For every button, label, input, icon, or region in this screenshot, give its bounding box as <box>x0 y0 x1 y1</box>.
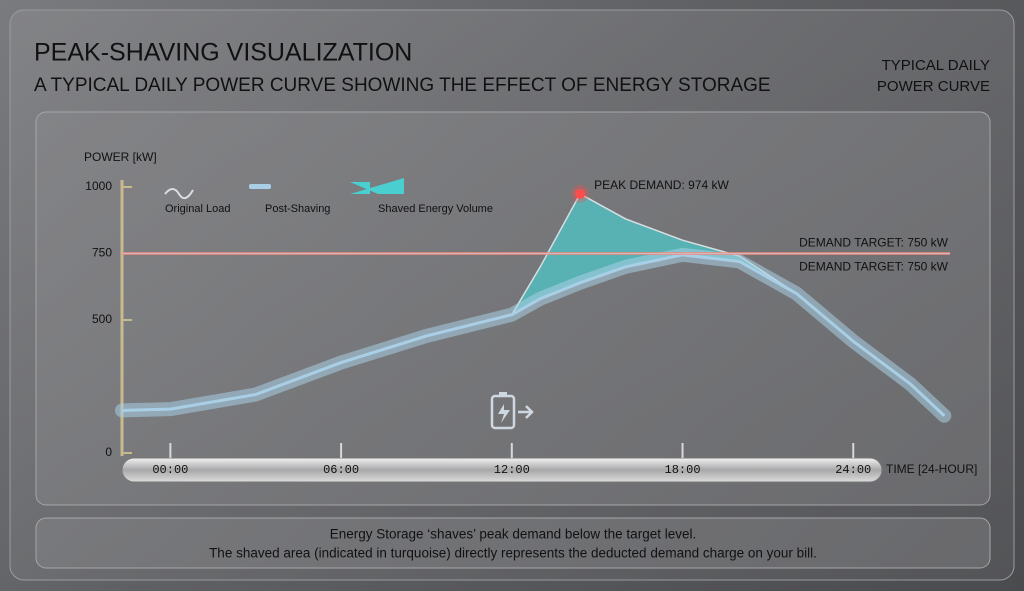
corner-label: TYPICAL DAILY <box>882 57 990 74</box>
x-tick-label: 24:00 <box>835 463 871 477</box>
legend-label: Post-Shaving <box>265 203 330 215</box>
y-tick-label: 0 <box>105 445 112 459</box>
subtitle: A TYPICAL DAILY POWER CURVE SHOWING THE … <box>34 75 771 96</box>
x-tick-label: 00:00 <box>152 463 188 477</box>
corner-label: POWER CURVE <box>877 78 990 95</box>
battery-icon <box>490 392 534 430</box>
legend-swatch <box>350 178 404 194</box>
target-label: DEMAND TARGET: 750 kW <box>799 236 949 250</box>
series-line <box>121 253 946 417</box>
peak-point <box>575 188 586 199</box>
target-label: DEMAND TARGET: 750 kW <box>799 260 949 274</box>
footer-panel <box>35 517 991 569</box>
legend-label: Original Load <box>165 203 230 215</box>
title: PEAK-SHAVING VISUALIZATION <box>34 39 412 67</box>
legend-swatch <box>164 188 194 200</box>
x-tick-label: 06:00 <box>323 463 359 477</box>
outer-panel <box>9 9 1015 581</box>
legend-label: Shaved Energy Volume <box>378 203 493 215</box>
x-axis-label: TIME [24-HOUR] <box>886 462 977 476</box>
x-axis-bar <box>121 457 883 483</box>
footer-text: The shaved area (indicated in turquoise)… <box>209 546 817 561</box>
y-tick-label: 750 <box>92 246 112 260</box>
footer-text: Energy Storage ‘shaves’ peak demand belo… <box>330 527 696 542</box>
x-tick-label: 18:00 <box>665 463 701 477</box>
y-tick-label: 1000 <box>85 179 112 193</box>
y-tick-label: 500 <box>92 312 112 326</box>
y-axis-label: POWER [kW] <box>84 150 157 164</box>
legend-swatch <box>249 184 271 189</box>
x-tick-label: 12:00 <box>494 463 530 477</box>
peak-label: PEAK DEMAND: 974 kW <box>594 178 729 192</box>
